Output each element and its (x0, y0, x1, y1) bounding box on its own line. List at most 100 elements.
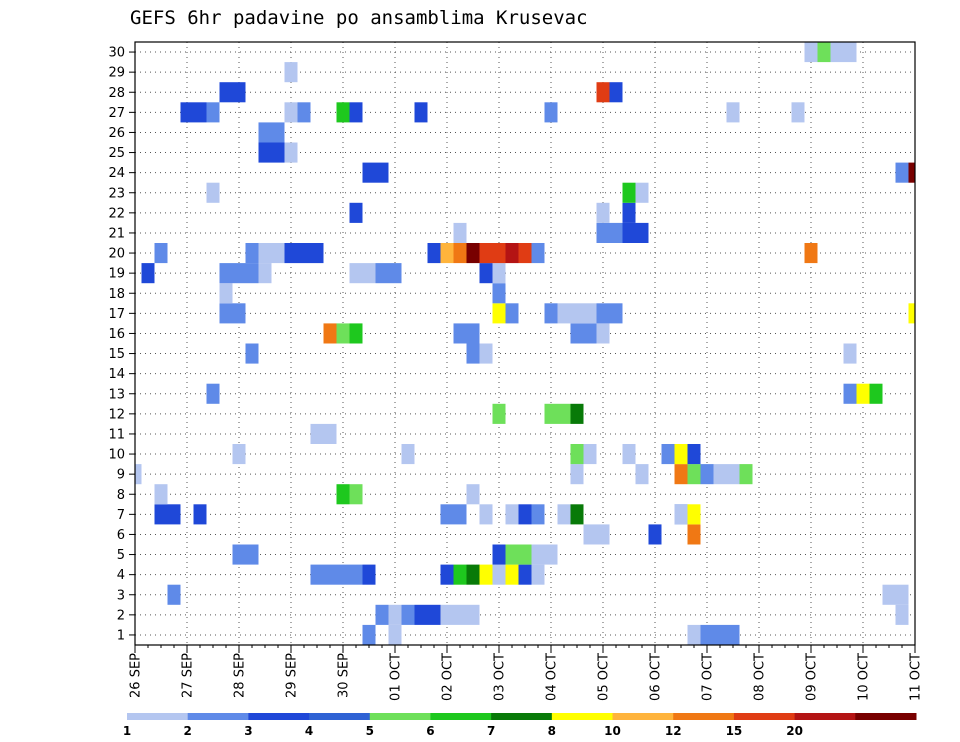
heatmap-cell (453, 564, 467, 585)
heatmap-cell (284, 62, 298, 83)
heatmap-cell (570, 444, 584, 465)
x-axis: 26 SEP 27 SEP 28 SEP 29 SEP 30 SEP 01 OCT 02 O… (129, 645, 924, 701)
heatmap-cell (687, 524, 701, 545)
legend-label: 12 (665, 724, 682, 738)
heatmap-cell (622, 444, 636, 465)
heatmap-cell (908, 303, 915, 324)
heatmap-cell (245, 544, 259, 565)
y-tick-label: 23 (108, 186, 125, 201)
heatmap-cell (362, 263, 376, 284)
legend-swatch (430, 713, 492, 720)
x-tick-label: 09 OCT (805, 653, 820, 701)
heatmap-cell (687, 504, 701, 525)
legend-label: 15 (726, 724, 743, 738)
heatmap-cell (518, 544, 532, 565)
heatmap-cell (804, 42, 818, 63)
heatmap-cell (258, 142, 272, 163)
heatmap-cell (596, 323, 610, 344)
heatmap-cell (843, 42, 857, 63)
heatmap-cell (284, 243, 298, 264)
heatmap-cell (362, 564, 376, 585)
y-tick-label: 6 (117, 528, 125, 543)
legend-label: 8 (548, 724, 556, 738)
heatmap-cell (479, 504, 493, 525)
y-tick-label: 21 (108, 226, 125, 241)
legend-swatch (369, 713, 431, 720)
heatmap-cell (466, 484, 480, 505)
heatmap-cell (843, 343, 857, 364)
heatmap-cell (466, 604, 480, 625)
heatmap-cell (362, 624, 376, 645)
heatmap-cell (154, 243, 168, 264)
y-tick-label: 28 (108, 86, 125, 101)
legend-swatch (248, 713, 310, 720)
heatmap-cell (596, 202, 610, 223)
heatmap-cell (622, 182, 636, 203)
heatmap-cell (245, 243, 259, 264)
heatmap-cell (843, 383, 857, 404)
heatmap-cell (180, 102, 194, 123)
heatmap-cell (492, 564, 506, 585)
y-tick-label: 1 (117, 628, 125, 643)
heatmap-cell (635, 182, 649, 203)
legend-label: 4 (305, 724, 313, 738)
heatmap-cell (219, 303, 233, 324)
heatmap-cell (596, 222, 610, 243)
heatmap-cell (154, 484, 168, 505)
heatmap-cell (505, 243, 519, 264)
heatmap-cell (570, 464, 584, 485)
heatmap-cell (310, 564, 324, 585)
legend-swatch (794, 713, 856, 720)
heatmap-cell (492, 403, 506, 424)
heatmap-cell (492, 544, 506, 565)
heatmap-cell (609, 82, 623, 103)
legend-label: 5 (366, 724, 374, 738)
y-tick-label: 18 (108, 287, 125, 302)
heatmap-cell (830, 42, 844, 63)
heatmap-cell (206, 102, 220, 123)
x-tick-label: 01 OCT (389, 653, 404, 701)
color-legend: 1 2 3 4 5 6 7 8 10 12 15 20 (123, 713, 917, 738)
legend-swatch (733, 713, 796, 720)
heatmap-cell (440, 243, 454, 264)
heatmap-cell (440, 504, 454, 525)
y-tick-label: 20 (108, 247, 125, 262)
heatmap-cell (375, 604, 389, 625)
legend-label: 2 (184, 724, 192, 738)
heatmap-cell (635, 464, 649, 485)
heatmap-cell (167, 504, 181, 525)
heatmap-cell (206, 182, 220, 203)
heatmap-cell (388, 604, 402, 625)
heatmap-cell (674, 504, 688, 525)
heatmap-cell (531, 544, 545, 565)
heatmap-cell (297, 243, 311, 264)
heatmap-cell (466, 243, 480, 264)
x-tick-label: 29 SEP (285, 653, 300, 698)
x-tick-label: 11 OCT (909, 653, 924, 701)
heatmap-cell (505, 303, 519, 324)
legend-swatch (855, 713, 917, 720)
heatmap-cell (661, 444, 675, 465)
heatmap-cell (791, 102, 805, 123)
heatmap-cell (193, 102, 207, 123)
heatmap-cell (219, 263, 233, 284)
y-tick-label: 26 (108, 126, 125, 141)
heatmap-cell (583, 323, 597, 344)
legend-label: 1 (123, 724, 131, 738)
heatmap-cell (557, 403, 571, 424)
heatmap-cell (375, 162, 389, 183)
heatmap-cell (453, 222, 467, 243)
legend-label: 6 (426, 724, 434, 738)
heatmap-cell (362, 162, 376, 183)
legend-label: 10 (604, 724, 621, 738)
heatmap-cell (583, 524, 597, 545)
heatmap-cell (570, 403, 584, 424)
heatmap-cell (739, 464, 753, 485)
heatmap-cell (466, 564, 480, 585)
y-tick-label: 29 (108, 66, 125, 81)
heatmap-cell (674, 444, 688, 465)
heatmap-cell (726, 102, 740, 123)
heatmap-cell (505, 544, 519, 565)
x-tick-label: 06 OCT (649, 653, 664, 701)
y-tick-label: 16 (108, 327, 125, 342)
